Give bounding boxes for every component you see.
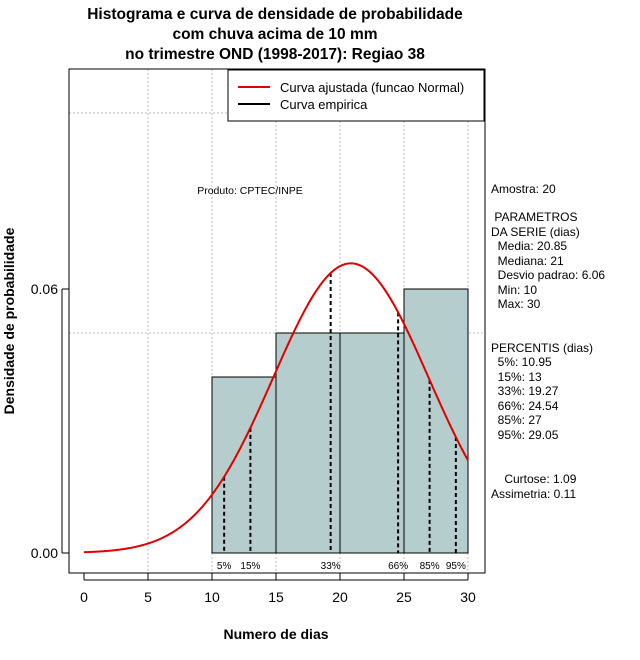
series-parameters-title: PARAMETROS DA SERIE (dias) <box>491 210 580 239</box>
plot-frame <box>68 68 486 574</box>
x-tick-label: 15 <box>268 589 284 605</box>
title-line-1: Histograma e curva de densidade de proba… <box>87 6 463 23</box>
y-tick-label: 0.00 <box>31 545 58 561</box>
normal-curve-line <box>83 262 469 554</box>
legend: Curva ajustada (funcao Normal) Curva emp… <box>227 69 485 122</box>
y-axis-label: Densidade de probabilidade <box>1 227 17 414</box>
title-line-3: no trimestre OND (1998-2017): Regiao 38 <box>125 46 425 63</box>
x-axis-label: Numero de dias <box>223 626 328 642</box>
legend-box <box>227 69 485 122</box>
x-tick-label: 25 <box>396 589 412 605</box>
percentile-label: 95% <box>446 561 466 572</box>
histogram-bar <box>211 376 277 554</box>
x-tick-label: 5 <box>144 589 152 605</box>
legend-label-fitted: Curva ajustada (funcao Normal) <box>280 80 464 95</box>
x-axis: 0 5 10 15 20 25 30 <box>80 573 476 605</box>
histogram-bar <box>275 332 341 554</box>
x-tick-label: 0 <box>80 589 88 605</box>
title-line-2: com chuva acima de 10 mm <box>172 26 378 43</box>
series-parameters: Media: 20.85 Mediana: 21 Desvio padrao: … <box>497 239 606 311</box>
percentiles-title: PERCENTIS (dias) <box>491 341 594 355</box>
percentile-label: 33% <box>321 561 341 572</box>
x-tick-label: 30 <box>460 589 476 605</box>
percentile-label: 85% <box>420 561 440 572</box>
percentiles-values: 5%: 10.95 15%: 13 33%: 19.27 66%: 24.54 … <box>497 355 559 442</box>
percentile-lines <box>223 273 457 553</box>
legend-label-empirical: Curva empirica <box>280 97 368 112</box>
histogram-bars <box>211 288 469 554</box>
percentile-label: 5% <box>217 561 232 572</box>
kurtosis: Curtose: 1.09 <box>491 472 577 486</box>
x-tick-label: 10 <box>204 589 220 605</box>
percentile-labels: 5% 15% 33% 66% 85% 95% <box>217 561 466 572</box>
percentile-label: 66% <box>388 561 408 572</box>
sample-size: Amostra: 20 <box>491 182 556 196</box>
histogram-bar <box>339 332 405 554</box>
y-tick-label: 0.06 <box>31 281 58 297</box>
histogram-bar <box>403 288 469 554</box>
x-tick-label: 20 <box>332 589 348 605</box>
y-axis: 0.00 0.06 <box>31 281 69 561</box>
skewness: Assimetria: 0.11 <box>491 487 577 501</box>
producer-annotation: Produto: CPTEC/INPE <box>197 185 303 197</box>
percentile-label: 15% <box>240 561 260 572</box>
